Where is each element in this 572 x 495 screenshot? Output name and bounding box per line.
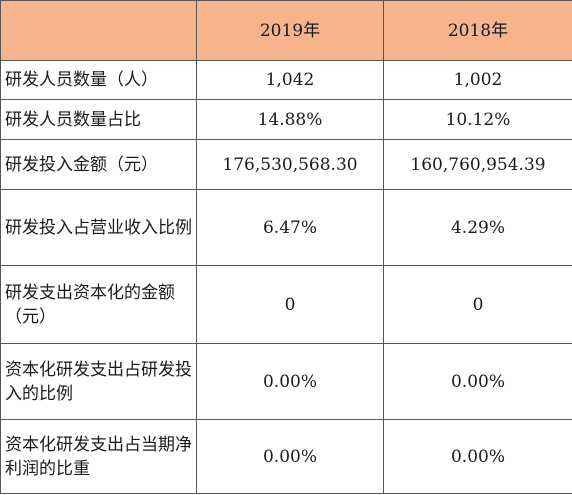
- row-label: 资本化研发支出占当期净利润的比重: [0, 419, 197, 494]
- value-2018: 160,760,954.39: [383, 139, 572, 190]
- value-2019: 0: [196, 265, 384, 344]
- value-2019: 6.47%: [196, 189, 384, 266]
- value-2018: 1,002: [383, 60, 572, 100]
- row-label: 研发支出资本化的金额（元）: [0, 265, 197, 344]
- value-2018: 0.00%: [383, 419, 572, 494]
- value-2019: 0.00%: [196, 343, 384, 420]
- value-2018: 10.12%: [383, 99, 572, 140]
- value-2019: 14.88%: [196, 99, 384, 140]
- table-row: 研发人员数量占比 14.88% 10.12%: [0, 99, 572, 140]
- value-2019: 1,042: [196, 60, 384, 100]
- row-label: 研发投入金额（元）: [0, 139, 197, 190]
- row-label: 资本化研发支出占研发投入的比例: [0, 343, 197, 420]
- header-cell-2018: 2018年: [383, 0, 572, 61]
- table-row: 研发支出资本化的金额（元） 0 0: [0, 265, 572, 344]
- row-label: 研发人员数量（人）: [0, 60, 197, 100]
- row-label: 研发人员数量占比: [0, 99, 197, 140]
- value-2018: 4.29%: [383, 189, 572, 266]
- table-row: 研发投入金额（元） 176,530,568.30 160,760,954.39: [0, 139, 572, 190]
- value-2018: 0: [383, 265, 572, 344]
- table-row: 研发人员数量（人） 1,042 1,002: [0, 60, 572, 100]
- value-2019: 0.00%: [196, 419, 384, 494]
- table-row: 资本化研发支出占研发投入的比例 0.00% 0.00%: [0, 343, 572, 420]
- value-2018: 0.00%: [383, 343, 572, 420]
- table-header-row: 2019年 2018年: [0, 0, 572, 61]
- value-2019: 176,530,568.30: [196, 139, 384, 190]
- header-cell-blank: [0, 0, 197, 61]
- table-row: 研发投入占营业收入比例 6.47% 4.29%: [0, 189, 572, 266]
- header-cell-2019: 2019年: [196, 0, 384, 61]
- table-row: 资本化研发支出占当期净利润的比重 0.00% 0.00%: [0, 419, 572, 494]
- row-label: 研发投入占营业收入比例: [0, 189, 197, 266]
